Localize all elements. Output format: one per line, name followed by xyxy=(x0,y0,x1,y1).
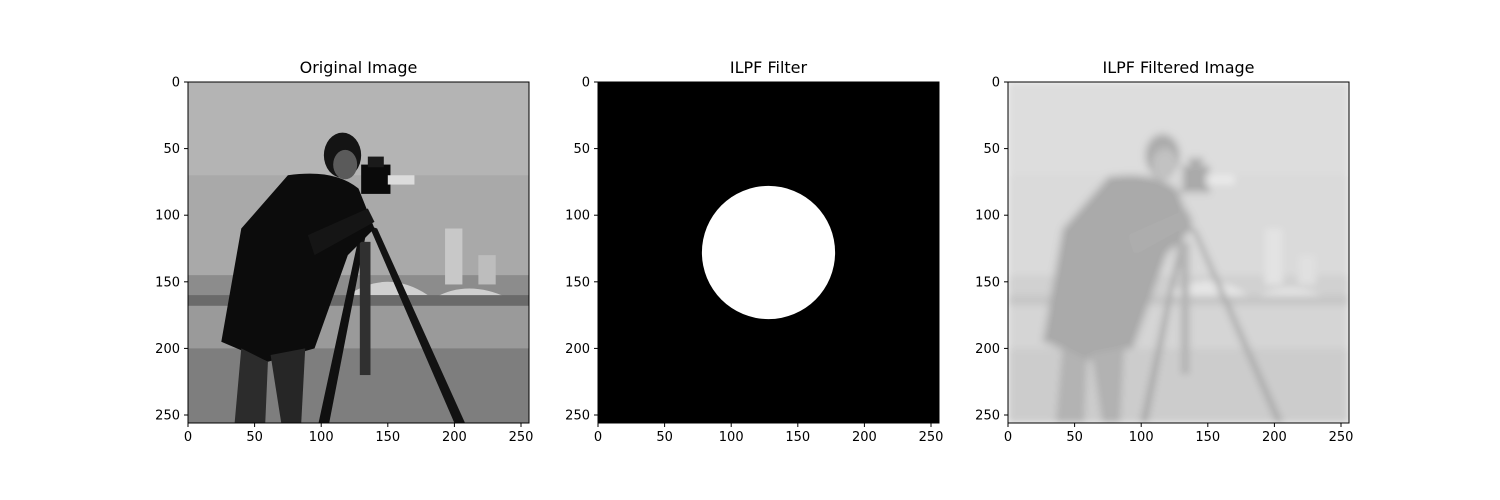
y-tick-label: 250 xyxy=(565,409,590,424)
y-tick-label: 200 xyxy=(155,342,180,357)
panel-title: ILPF Filtered Image xyxy=(1102,58,1254,77)
x-tick-label: 0 xyxy=(184,430,192,445)
y-tick-label: 0 xyxy=(582,76,590,91)
x-tick-label: 200 xyxy=(442,430,467,445)
filter-image xyxy=(598,82,939,423)
axes-frame xyxy=(187,81,530,424)
x-tick-label: 250 xyxy=(919,430,944,445)
y-tick-label: 150 xyxy=(975,275,1000,290)
y-tick-label: 50 xyxy=(163,142,180,157)
x-tick-label: 250 xyxy=(1329,430,1354,445)
x-tick-label: 100 xyxy=(719,430,744,445)
y-tick-label: 0 xyxy=(172,76,180,91)
y-tick-label: 150 xyxy=(155,275,180,290)
x-tick-label: 100 xyxy=(309,430,334,445)
y-tick-label: 0 xyxy=(992,76,1000,91)
panel-filtered-image: ILPF Filtered Image 0 50 100 150 200 250 0 50 10… xyxy=(975,58,1353,445)
x-tick-label: 150 xyxy=(375,430,400,445)
x-tick-label: 50 xyxy=(656,430,673,445)
x-tick-label: 50 xyxy=(246,430,263,445)
x-tick-label: 0 xyxy=(1004,430,1012,445)
filtered-image xyxy=(1008,82,1349,423)
x-tick-label: 150 xyxy=(785,430,810,445)
original-image xyxy=(188,82,529,423)
y-tick-label: 150 xyxy=(565,275,590,290)
axes-frame xyxy=(1007,81,1350,424)
axis-ticks: 0 50 100 150 200 250 0 50 100 150 200 250 xyxy=(975,76,1353,446)
axis-ticks: 0 50 100 150 200 250 0 50 100 150 200 250 xyxy=(565,76,943,446)
panel-original-image: Original Image 0 50 100 150 200 250 0 50 100 150 2… xyxy=(155,58,533,445)
x-tick-label: 250 xyxy=(509,430,534,445)
y-tick-label: 50 xyxy=(983,142,1000,157)
y-tick-label: 200 xyxy=(565,342,590,357)
panel-title: Original Image xyxy=(300,58,418,77)
x-tick-label: 200 xyxy=(852,430,877,445)
y-tick-label: 50 xyxy=(573,142,590,157)
x-tick-label: 50 xyxy=(1066,430,1083,445)
y-tick-label: 250 xyxy=(975,409,1000,424)
y-tick-label: 100 xyxy=(155,209,180,224)
panel-ilpf-filter: ILPF Filter 0 50 100 150 200 250 0 50 100 150 200 2… xyxy=(565,58,943,445)
axes-frame xyxy=(597,81,940,424)
x-tick-label: 0 xyxy=(594,430,602,445)
x-tick-label: 100 xyxy=(1129,430,1154,445)
axis-ticks: 0 50 100 150 200 250 0 50 100 150 200 250 xyxy=(155,76,533,446)
panel-title: ILPF Filter xyxy=(730,58,808,77)
filter-passband-disk xyxy=(701,185,836,320)
y-tick-label: 100 xyxy=(565,209,590,224)
y-tick-label: 200 xyxy=(975,342,1000,357)
y-tick-label: 250 xyxy=(155,409,180,424)
x-tick-label: 200 xyxy=(1262,430,1287,445)
x-tick-label: 150 xyxy=(1195,430,1220,445)
y-tick-label: 100 xyxy=(975,209,1000,224)
